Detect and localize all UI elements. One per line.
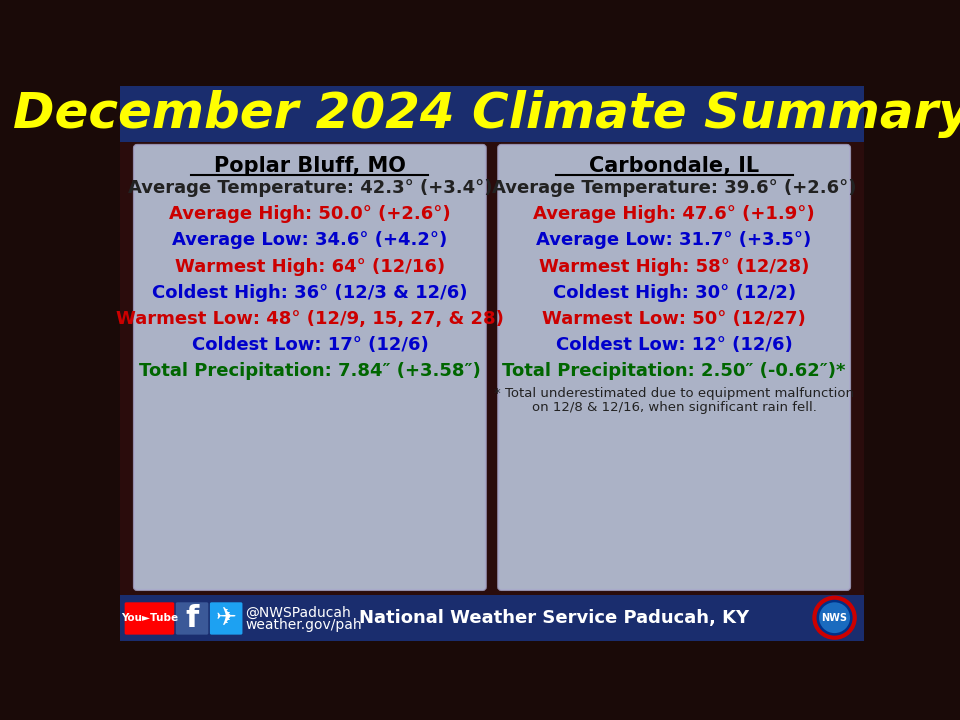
FancyBboxPatch shape — [134, 145, 486, 590]
Text: Total Precipitation: 2.50″ (-0.62″)*: Total Precipitation: 2.50″ (-0.62″)* — [502, 362, 846, 380]
Text: National Weather Service Paducah, KY: National Weather Service Paducah, KY — [359, 608, 749, 626]
Text: Coldest High: 36° (12/3 & 12/6): Coldest High: 36° (12/3 & 12/6) — [152, 284, 468, 302]
Text: Carbondale, IL: Carbondale, IL — [589, 156, 759, 176]
FancyBboxPatch shape — [120, 86, 864, 142]
Text: Average High: 50.0° (+2.6°): Average High: 50.0° (+2.6°) — [169, 205, 450, 223]
Text: December 2024 Climate Summary: December 2024 Climate Summary — [13, 90, 960, 138]
Text: Poplar Bluff, MO: Poplar Bluff, MO — [214, 156, 406, 176]
Text: on 12/8 & 12/16, when significant rain fell.: on 12/8 & 12/16, when significant rain f… — [532, 401, 817, 414]
FancyBboxPatch shape — [125, 603, 175, 634]
FancyBboxPatch shape — [498, 145, 850, 590]
Text: * Total underestimated due to equipment malfunction: * Total underestimated due to equipment … — [494, 387, 854, 400]
Text: Warmest High: 64° (12/16): Warmest High: 64° (12/16) — [175, 258, 444, 276]
Text: Coldest Low: 12° (12/6): Coldest Low: 12° (12/6) — [556, 336, 793, 354]
Text: Average High: 47.6° (+1.9°): Average High: 47.6° (+1.9°) — [534, 205, 815, 223]
Text: Warmest High: 58° (12/28): Warmest High: 58° (12/28) — [539, 258, 809, 276]
Circle shape — [814, 598, 854, 638]
Text: NWS: NWS — [822, 613, 848, 623]
FancyBboxPatch shape — [120, 595, 864, 641]
Text: f: f — [185, 604, 199, 633]
Text: Coldest High: 30° (12/2): Coldest High: 30° (12/2) — [553, 284, 796, 302]
Text: Average Low: 31.7° (+3.5°): Average Low: 31.7° (+3.5°) — [537, 231, 812, 249]
Circle shape — [819, 603, 850, 633]
FancyBboxPatch shape — [120, 86, 864, 641]
Text: Average Temperature: 39.6° (+2.6°): Average Temperature: 39.6° (+2.6°) — [492, 179, 856, 197]
Text: Total Precipitation: 7.84″ (+3.58″): Total Precipitation: 7.84″ (+3.58″) — [139, 362, 481, 380]
FancyBboxPatch shape — [176, 603, 208, 634]
Text: ✈: ✈ — [216, 606, 237, 631]
Text: You►Tube: You►Tube — [121, 613, 178, 624]
Text: Warmest Low: 50° (12/27): Warmest Low: 50° (12/27) — [542, 310, 806, 328]
Text: Warmest Low: 48° (12/9, 15, 27, & 28): Warmest Low: 48° (12/9, 15, 27, & 28) — [116, 310, 504, 328]
Text: Average Temperature: 42.3° (+3.4°): Average Temperature: 42.3° (+3.4°) — [128, 179, 492, 197]
Text: weather.gov/pah: weather.gov/pah — [246, 618, 362, 632]
Text: Coldest Low: 17° (12/6): Coldest Low: 17° (12/6) — [191, 336, 428, 354]
FancyBboxPatch shape — [210, 603, 243, 634]
Text: @NWSPaducah: @NWSPaducah — [246, 606, 351, 620]
Text: Average Low: 34.6° (+4.2°): Average Low: 34.6° (+4.2°) — [172, 231, 447, 249]
Circle shape — [217, 609, 235, 628]
